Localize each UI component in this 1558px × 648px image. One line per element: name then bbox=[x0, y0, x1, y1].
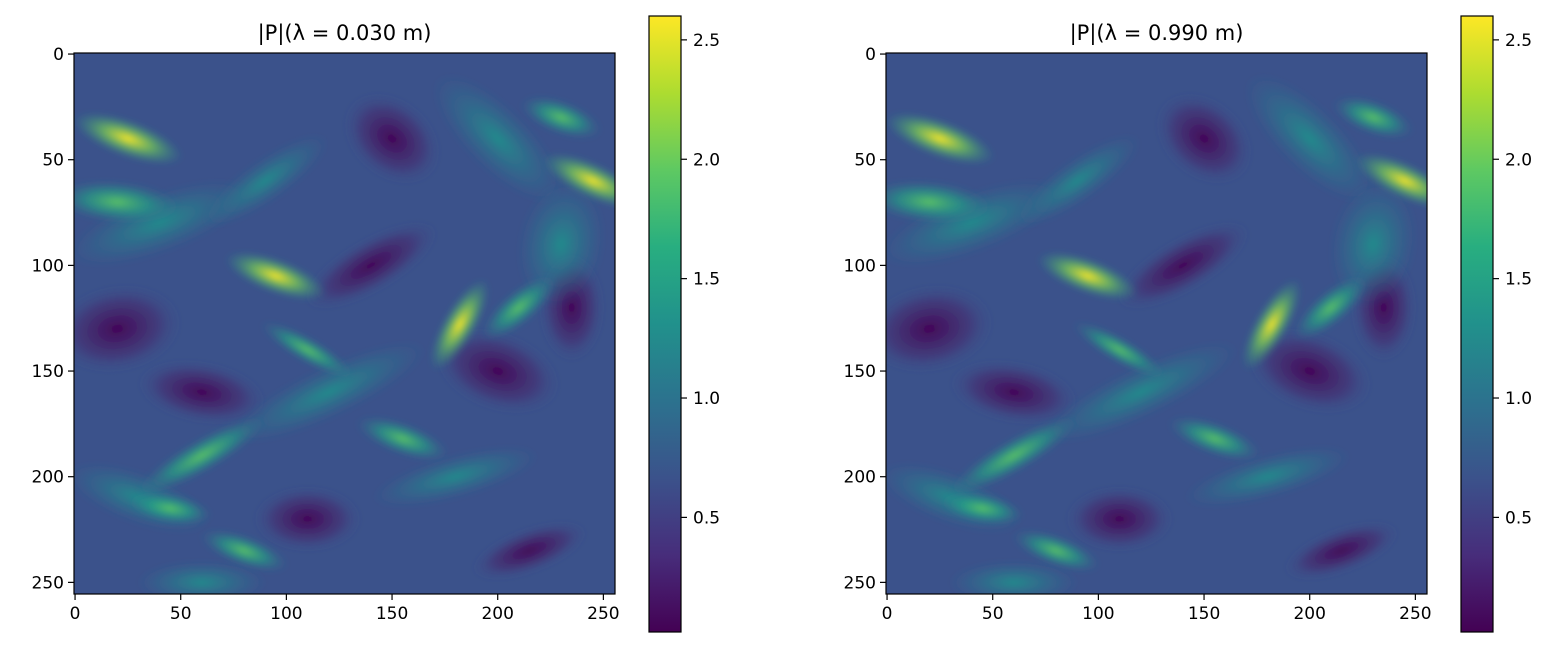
heatmap-texture bbox=[74, 285, 181, 372]
heatmap-texture bbox=[74, 180, 250, 266]
heatmap-peak bbox=[429, 278, 490, 371]
heatmap-texture bbox=[74, 180, 181, 224]
heatmap-texture bbox=[1044, 341, 1238, 443]
heatmap-texture bbox=[254, 487, 361, 551]
heatmap-texture bbox=[436, 329, 559, 413]
x-tick-label: 200 bbox=[481, 604, 513, 624]
heatmap-peak bbox=[1037, 251, 1139, 301]
heatmap-texture bbox=[139, 361, 265, 424]
y-tick-label: 250 bbox=[844, 573, 876, 593]
heatmap-texture bbox=[1073, 321, 1166, 379]
heatmap-texture bbox=[951, 361, 1077, 424]
heatmap-texture bbox=[305, 222, 437, 309]
heatmap-texture bbox=[518, 181, 605, 308]
heatmap-texture bbox=[1330, 181, 1417, 308]
heatmap-texture bbox=[949, 415, 1079, 496]
heatmap-texture bbox=[1156, 93, 1252, 184]
colorbar-tick-label: 2.0 bbox=[693, 150, 720, 170]
x-tick-label: 0 bbox=[70, 604, 81, 624]
chart-panel-1: |P|(λ = 0.030 m) 0 50 100 150 200 250 0 50 100 150… bbox=[32, 15, 720, 633]
heatmap-texture bbox=[520, 95, 602, 139]
heatmap-texture bbox=[1332, 95, 1414, 139]
y-tick-label: 100 bbox=[32, 256, 64, 276]
heatmap-peak bbox=[1168, 416, 1261, 462]
heatmap-texture bbox=[1185, 446, 1350, 507]
heatmap-texture bbox=[137, 415, 267, 496]
heatmap-image bbox=[886, 53, 1427, 594]
x-tick-label: 50 bbox=[982, 604, 1004, 624]
heatmap-texture bbox=[1293, 275, 1369, 341]
y-tick-label: 50 bbox=[854, 151, 876, 171]
heatmap-texture bbox=[1248, 329, 1371, 413]
heatmap-peak bbox=[1012, 529, 1100, 572]
colorbar bbox=[648, 15, 682, 633]
heatmap-texture bbox=[128, 492, 212, 525]
colorbar-tick-label: 1.0 bbox=[693, 389, 720, 409]
x-tick-label: 0 bbox=[882, 604, 893, 624]
heatmap-texture bbox=[473, 522, 586, 580]
y-tick-label: 0 bbox=[865, 45, 876, 65]
y-tick-label: 150 bbox=[32, 362, 64, 382]
heatmap-peak bbox=[1241, 278, 1302, 371]
heatmap-texture bbox=[886, 180, 1062, 266]
colorbar-tick-label: 2.5 bbox=[693, 31, 720, 51]
heatmap-peak bbox=[1354, 152, 1427, 210]
colorbar-tick-label: 1.5 bbox=[693, 270, 720, 290]
heatmap-peak bbox=[200, 529, 288, 572]
x-tick-label: 100 bbox=[270, 604, 302, 624]
heatmap-peak bbox=[225, 251, 327, 301]
heatmap-texture bbox=[138, 561, 266, 594]
axes-frame bbox=[73, 52, 616, 595]
y-tick-label: 150 bbox=[844, 362, 876, 382]
heatmap-peak bbox=[74, 112, 183, 165]
chart-panel-2: |P|(λ = 0.990 m) 0 50 100 150 200 250 0 50 100 150… bbox=[844, 15, 1532, 633]
heatmap-texture bbox=[886, 285, 993, 372]
colorbar-tick-label: 0.5 bbox=[1505, 508, 1532, 528]
x-tick-label: 150 bbox=[376, 604, 408, 624]
x-tick-label: 250 bbox=[1399, 604, 1431, 624]
y-tick-label: 200 bbox=[844, 468, 876, 488]
heatmap-texture bbox=[203, 135, 328, 227]
x-tick-label: 200 bbox=[1293, 604, 1325, 624]
heatmap-image bbox=[74, 53, 615, 594]
x-tick-label: 100 bbox=[1082, 604, 1114, 624]
heatmap-texture bbox=[1245, 74, 1374, 203]
heatmap-texture bbox=[940, 492, 1024, 525]
colorbar-tick-label: 1.5 bbox=[1505, 270, 1532, 290]
colorbar-tick-label: 2.5 bbox=[1505, 31, 1532, 51]
x-tick-label: 50 bbox=[170, 604, 192, 624]
heatmap-texture bbox=[433, 74, 562, 203]
y-tick-label: 100 bbox=[844, 256, 876, 276]
x-tick-label: 150 bbox=[1188, 604, 1220, 624]
y-tick-label: 0 bbox=[53, 45, 64, 65]
colorbar-tick-label: 0.5 bbox=[693, 508, 720, 528]
heatmap-texture bbox=[261, 321, 354, 379]
y-tick-label: 250 bbox=[32, 573, 64, 593]
heatmap-peak bbox=[542, 152, 615, 210]
colorbar-tick-label: 1.0 bbox=[1505, 389, 1532, 409]
y-tick-label: 50 bbox=[42, 151, 64, 171]
colorbar bbox=[1460, 15, 1494, 633]
heatmap-peak bbox=[356, 416, 449, 462]
chart-title: |P|(λ = 0.990 m) bbox=[1070, 21, 1244, 46]
heatmap-texture bbox=[1015, 135, 1140, 227]
x-tick-label: 250 bbox=[587, 604, 619, 624]
heatmap-texture bbox=[344, 93, 440, 184]
heatmap-texture bbox=[373, 446, 538, 507]
axes-frame bbox=[885, 52, 1428, 595]
heatmap-texture bbox=[886, 180, 993, 224]
chart-title: |P|(λ = 0.030 m) bbox=[258, 21, 432, 46]
heatmap-texture bbox=[1285, 522, 1398, 580]
heatmap-texture bbox=[232, 341, 426, 443]
heatmap-texture bbox=[1066, 487, 1173, 551]
heatmap-texture bbox=[481, 275, 557, 341]
y-tick-label: 200 bbox=[32, 468, 64, 488]
colorbar-tick-label: 2.0 bbox=[1505, 150, 1532, 170]
heatmap-texture bbox=[950, 561, 1078, 594]
heatmap-texture bbox=[1117, 222, 1249, 309]
heatmap-peak bbox=[886, 112, 995, 165]
